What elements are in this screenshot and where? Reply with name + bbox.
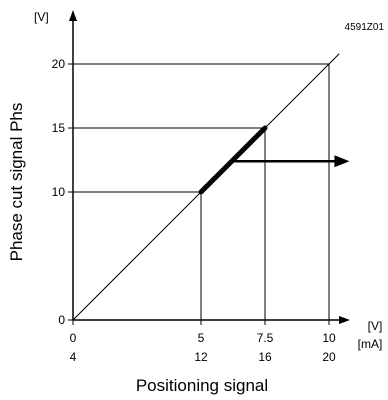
x-axis-arrowhead — [339, 316, 350, 324]
x-tick-label-7.5: 7.5 — [257, 331, 274, 345]
x-axis-title: Positioning signal — [136, 376, 268, 395]
y-tick-label-10: 10 — [52, 185, 66, 199]
y-tick-label-20: 20 — [52, 57, 66, 71]
x-tick-label-ma-16: 16 — [258, 350, 272, 364]
figure-code: 4591Z01 — [345, 22, 385, 33]
x-tick-label-10: 10 — [322, 331, 336, 345]
y-axis-arrowhead — [69, 10, 77, 21]
x-tick-label-ma-12: 12 — [194, 350, 208, 364]
series-line-operating-range — [198, 125, 268, 195]
tick-labels: 0 10 15 20 0 4 5 12 7.5 16 10 20 — [52, 57, 336, 364]
x-tick-label-ma-20: 20 — [322, 350, 336, 364]
y-unit-label: [V] — [34, 10, 49, 24]
y-tick-label-0: 0 — [58, 313, 65, 327]
guide-lines — [73, 63, 330, 320]
y-tick-label-15: 15 — [52, 121, 66, 135]
axes — [68, 10, 350, 325]
x-tick-label-ma-4: 4 — [70, 350, 77, 364]
output-arrowhead — [334, 155, 350, 168]
x-unit-label-volts: [V] — [368, 319, 383, 333]
x-tick-label-5: 5 — [198, 331, 205, 345]
y-axis-title: Phase cut signal Phs — [7, 103, 26, 262]
data-series — [72, 53, 350, 321]
x-unit-label-milliamps: [mA] — [358, 337, 383, 351]
x-tick-label-0: 0 — [70, 331, 77, 345]
